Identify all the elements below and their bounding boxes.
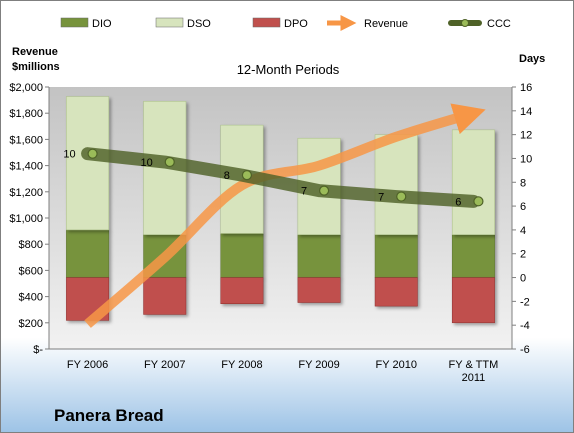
bar-dpo (297, 277, 341, 303)
right-tick-label: 14 (520, 106, 532, 118)
category-label: 2011 (462, 372, 486, 384)
ccc-data-label: 7 (378, 192, 384, 204)
ccc-point (473, 196, 484, 207)
chart-subtitle: 12-Month Periods (237, 62, 340, 77)
right-tick-label: 16 (520, 82, 532, 94)
right-tick-label: 0 (520, 273, 526, 285)
legend-label-dio: DIO (92, 18, 112, 30)
ccc-data-label: 10 (63, 149, 75, 161)
ccc-point (318, 185, 330, 196)
category-labels: FY 2006 FY 2007 FY 2008 FY 2009 FY 2010 FY & … (67, 359, 498, 384)
legend-swatch-dpo (252, 17, 281, 28)
right-axis-title: Days (519, 53, 545, 65)
ccc-line (81, 147, 480, 208)
plot-area (49, 87, 512, 349)
left-tick-label: $800 (19, 239, 43, 251)
right-tick-label: 4 (520, 225, 526, 237)
left-axis-title-line2: $millions (12, 61, 60, 73)
right-tick-label: 2 (520, 249, 526, 261)
category-label: FY 2009 (298, 359, 339, 371)
bar-dio (297, 234, 341, 278)
bar-dpo (374, 277, 418, 307)
ccc-data-label: 7 (301, 186, 307, 198)
left-axis-title-line1: Revenue (12, 46, 58, 58)
left-tick-label: $1,600 (9, 134, 43, 146)
company-name: Panera Bread (54, 406, 164, 425)
ccc-data-label: 6 (455, 196, 461, 208)
right-tick-label: 8 (520, 177, 526, 189)
bar-dpo (143, 277, 187, 315)
ccc-point (87, 148, 98, 159)
bar-dio (66, 229, 110, 278)
bar-dso (66, 96, 110, 231)
right-axis-ticks: -6 -4 -2 0 2 4 6 8 10 12 14 16 (512, 82, 532, 356)
bar-dso (451, 129, 495, 235)
right-tick-label: -4 (520, 320, 530, 332)
right-tick-label: 10 (520, 153, 532, 165)
ccc-point (164, 156, 175, 168)
legend: DIO DSO DPO Revenue CCC (60, 14, 511, 32)
category-label: FY 2010 (376, 359, 417, 371)
category-label: FY 2007 (144, 359, 185, 371)
left-tick-label: $1,200 (9, 187, 43, 199)
ccc-series: 10 10 8 7 7 6 (63, 147, 484, 208)
bar-dpo (451, 277, 495, 324)
legend-label-dso: DSO (187, 18, 211, 30)
ccc-point (241, 170, 253, 181)
right-tick-label: -2 (520, 296, 530, 308)
bars (66, 96, 495, 324)
legend-label-dpo: DPO (284, 18, 308, 30)
right-tick-label: 6 (520, 201, 526, 213)
category-label: FY 2006 (67, 359, 108, 371)
right-tick-label: -6 (520, 344, 530, 356)
legend-swatch-dio (60, 17, 89, 28)
ccc-data-label: 10 (141, 157, 153, 169)
bar-dso (374, 134, 418, 235)
ccc-data-label: 8 (224, 170, 230, 182)
left-tick-label: $2,000 (9, 82, 43, 94)
left-tick-label: $600 (19, 265, 43, 277)
left-tick-label: $1,800 (9, 108, 43, 120)
bar-dpo (220, 277, 264, 304)
left-tick-label: $200 (19, 318, 43, 330)
bar-dio (220, 233, 264, 278)
category-label: FY & TTM (449, 359, 499, 371)
ccc-point (396, 191, 407, 202)
legend-swatch-dso (155, 17, 184, 28)
legend-label-revenue: Revenue (364, 18, 408, 30)
left-tick-label: $1,000 (9, 213, 43, 225)
category-label: FY 2008 (221, 359, 262, 371)
bar-dio (451, 234, 495, 278)
right-tick-label: 12 (520, 130, 532, 142)
left-tick-label: $1,400 (9, 161, 43, 173)
legend-label-ccc: CCC (487, 18, 511, 30)
left-tick-label: $400 (19, 292, 43, 304)
left-axis-ticks: $- $200 $400 $600 $800 $1,000 $1,200 $1,400 $1,6… (9, 82, 49, 356)
legend-marker-ccc (461, 19, 469, 27)
bar-dio (374, 234, 418, 278)
left-tick-label: $- (33, 344, 43, 356)
